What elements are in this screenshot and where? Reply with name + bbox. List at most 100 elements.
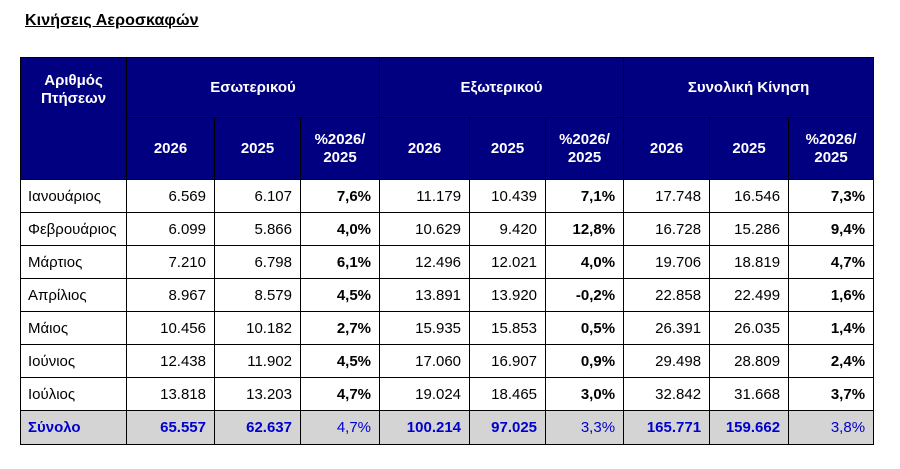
total-row: Σύνολο 65.557 62.637 4,7% 100.214 97.025 3,3% 1… <box>20 410 875 445</box>
domestic-2025-cell: 10.182 <box>214 311 301 345</box>
subheader-2025: 2025 <box>709 117 790 180</box>
domestic-2025-cell: 6.107 <box>214 179 301 213</box>
domestic-change-cell: 4,7% <box>299 377 381 411</box>
total-2026-cell: 16.728 <box>623 212 711 246</box>
international-change-cell: 0,9% <box>545 344 625 378</box>
domestic-2026-cell: 7.210 <box>126 245 215 279</box>
domestic-2025-cell: 11.902 <box>214 344 301 378</box>
international-2025-cell: 16.907 <box>469 344 547 378</box>
international-2026-total-cell: 100.214 <box>379 410 471 445</box>
total-change-cell: 2,4% <box>788 344 875 378</box>
domestic-2025-cell: 13.203 <box>214 377 301 411</box>
group-header-domestic: Εσωτερικού <box>125 57 381 118</box>
flights-table: Αριθμός Πτήσεων Εσωτερικού Εξωτερικού Συ… <box>20 57 875 445</box>
month-cell: Ιούνιος <box>20 344 127 378</box>
total-change-cell: 4,7% <box>788 245 875 279</box>
header-row-groups: Αριθμός Πτήσεων Εσωτερικού Εξωτερικού Συ… <box>20 57 875 180</box>
month-cell: Ιούλιος <box>20 377 127 411</box>
domestic-2026-cell: 8.967 <box>126 278 215 312</box>
international-2025-total-cell: 97.025 <box>469 410 547 445</box>
total-2026-cell: 26.391 <box>623 311 711 345</box>
subheader-2026: 2026 <box>126 117 215 180</box>
international-2026-cell: 15.935 <box>379 311 471 345</box>
total-change-cell: 7,3% <box>788 179 875 213</box>
total-2026-cell: 29.498 <box>623 344 711 378</box>
domestic-2026-cell: 12.438 <box>126 344 215 378</box>
group-header-total: Συνολική Κίνηση <box>623 57 875 118</box>
domestic-change-cell: 4,5% <box>299 344 381 378</box>
table-row: Ιανουάριος 6.569 6.107 7,6% 11.179 10.439 7,1%… <box>20 179 875 213</box>
subheader-change: %2026/ 2025 <box>299 117 381 180</box>
domestic-2025-total-cell: 62.637 <box>214 410 301 445</box>
month-cell: Μάρτιος <box>20 245 127 279</box>
international-change-cell: 12,8% <box>545 212 625 246</box>
subheader-2025: 2025 <box>214 117 301 180</box>
month-cell: Απρίλιος <box>20 278 127 312</box>
header-row-years: 2026 2025 %2026/ 2025 2026 2025 %2026/ 2… <box>21 117 875 180</box>
domestic-change-cell: 6,1% <box>299 245 381 279</box>
domestic-change-total-cell: 4,7% <box>299 410 381 445</box>
international-2025-cell: 13.920 <box>469 278 547 312</box>
row-label-header-text: Αριθμός Πτήσεων <box>40 72 107 107</box>
total-2025-cell: 15.286 <box>709 212 790 246</box>
international-change-total-cell: 3,3% <box>545 410 625 445</box>
total-2026-total-cell: 165.771 <box>623 410 711 445</box>
domestic-2026-cell: 6.099 <box>126 212 215 246</box>
row-label-header: Αριθμός Πτήσεων <box>20 57 127 180</box>
international-2026-cell: 17.060 <box>379 344 471 378</box>
page-title: Κινήσεις Αεροσκαφών <box>25 12 199 29</box>
international-2026-cell: 11.179 <box>379 179 471 213</box>
table-row: Ιούνιος 12.438 11.902 4,5% 17.060 16.907 0,9% 2… <box>20 344 875 378</box>
international-2025-cell: 15.853 <box>469 311 547 345</box>
total-2026-cell: 17.748 <box>623 179 711 213</box>
international-2026-cell: 13.891 <box>379 278 471 312</box>
international-change-cell: 3,0% <box>545 377 625 411</box>
subheader-2026: 2026 <box>379 117 471 180</box>
month-cell: Ιανουάριος <box>20 179 127 213</box>
total-change-cell: 1,6% <box>788 278 875 312</box>
domestic-change-cell: 4,5% <box>299 278 381 312</box>
total-2025-cell: 31.668 <box>709 377 790 411</box>
international-2025-cell: 10.439 <box>469 179 547 213</box>
international-2025-cell: 18.465 <box>469 377 547 411</box>
domestic-change-cell: 2,7% <box>299 311 381 345</box>
domestic-change-cell: 7,6% <box>299 179 381 213</box>
table-row: Φεβρουάριος 6.099 5.866 4,0% 10.629 9.420 12,8… <box>20 212 875 246</box>
total-change-total-cell: 3,8% <box>788 410 875 445</box>
month-cell: Μάιος <box>20 311 127 345</box>
international-2025-cell: 12.021 <box>469 245 547 279</box>
group-header-international: Εξωτερικού <box>379 57 625 118</box>
total-change-cell: 1,4% <box>788 311 875 345</box>
domestic-change-cell: 4,0% <box>299 212 381 246</box>
table-row: Απρίλιος 8.967 8.579 4,5% 13.891 13.920 -0,2% 2… <box>20 278 875 312</box>
total-change-cell: 9,4% <box>788 212 875 246</box>
international-2026-cell: 12.496 <box>379 245 471 279</box>
subheader-change: %2026/ 2025 <box>788 117 875 180</box>
table-row: Ιούλιος 13.818 13.203 4,7% 19.024 18.465 3,0% 3… <box>20 377 875 411</box>
month-cell: Φεβρουάριος <box>20 212 127 246</box>
international-change-cell: 4,0% <box>545 245 625 279</box>
total-2026-cell: 22.858 <box>623 278 711 312</box>
total-change-cell: 3,7% <box>788 377 875 411</box>
subheader-2026: 2026 <box>623 117 711 180</box>
total-2025-cell: 28.809 <box>709 344 790 378</box>
international-change-cell: 7,1% <box>545 179 625 213</box>
subheader-change: %2026/ 2025 <box>545 117 625 180</box>
table-row: Μάιος 10.456 10.182 2,7% 15.935 15.853 0,5% 26.… <box>20 311 875 345</box>
subheader-2025: 2025 <box>469 117 547 180</box>
international-2026-cell: 19.024 <box>379 377 471 411</box>
domestic-2025-cell: 5.866 <box>214 212 301 246</box>
domestic-2025-cell: 6.798 <box>214 245 301 279</box>
international-change-cell: 0,5% <box>545 311 625 345</box>
domestic-2026-cell: 10.456 <box>126 311 215 345</box>
total-2026-cell: 19.706 <box>623 245 711 279</box>
total-2025-cell: 26.035 <box>709 311 790 345</box>
total-label-cell: Σύνολο <box>20 410 127 445</box>
domestic-2026-cell: 13.818 <box>126 377 215 411</box>
domestic-2025-cell: 8.579 <box>214 278 301 312</box>
international-2026-cell: 10.629 <box>379 212 471 246</box>
table-row: Μάρτιος 7.210 6.798 6,1% 12.496 12.021 4,0% 19.… <box>20 245 875 279</box>
total-2025-total-cell: 159.662 <box>709 410 790 445</box>
total-2025-cell: 22.499 <box>709 278 790 312</box>
domestic-2026-cell: 6.569 <box>126 179 215 213</box>
